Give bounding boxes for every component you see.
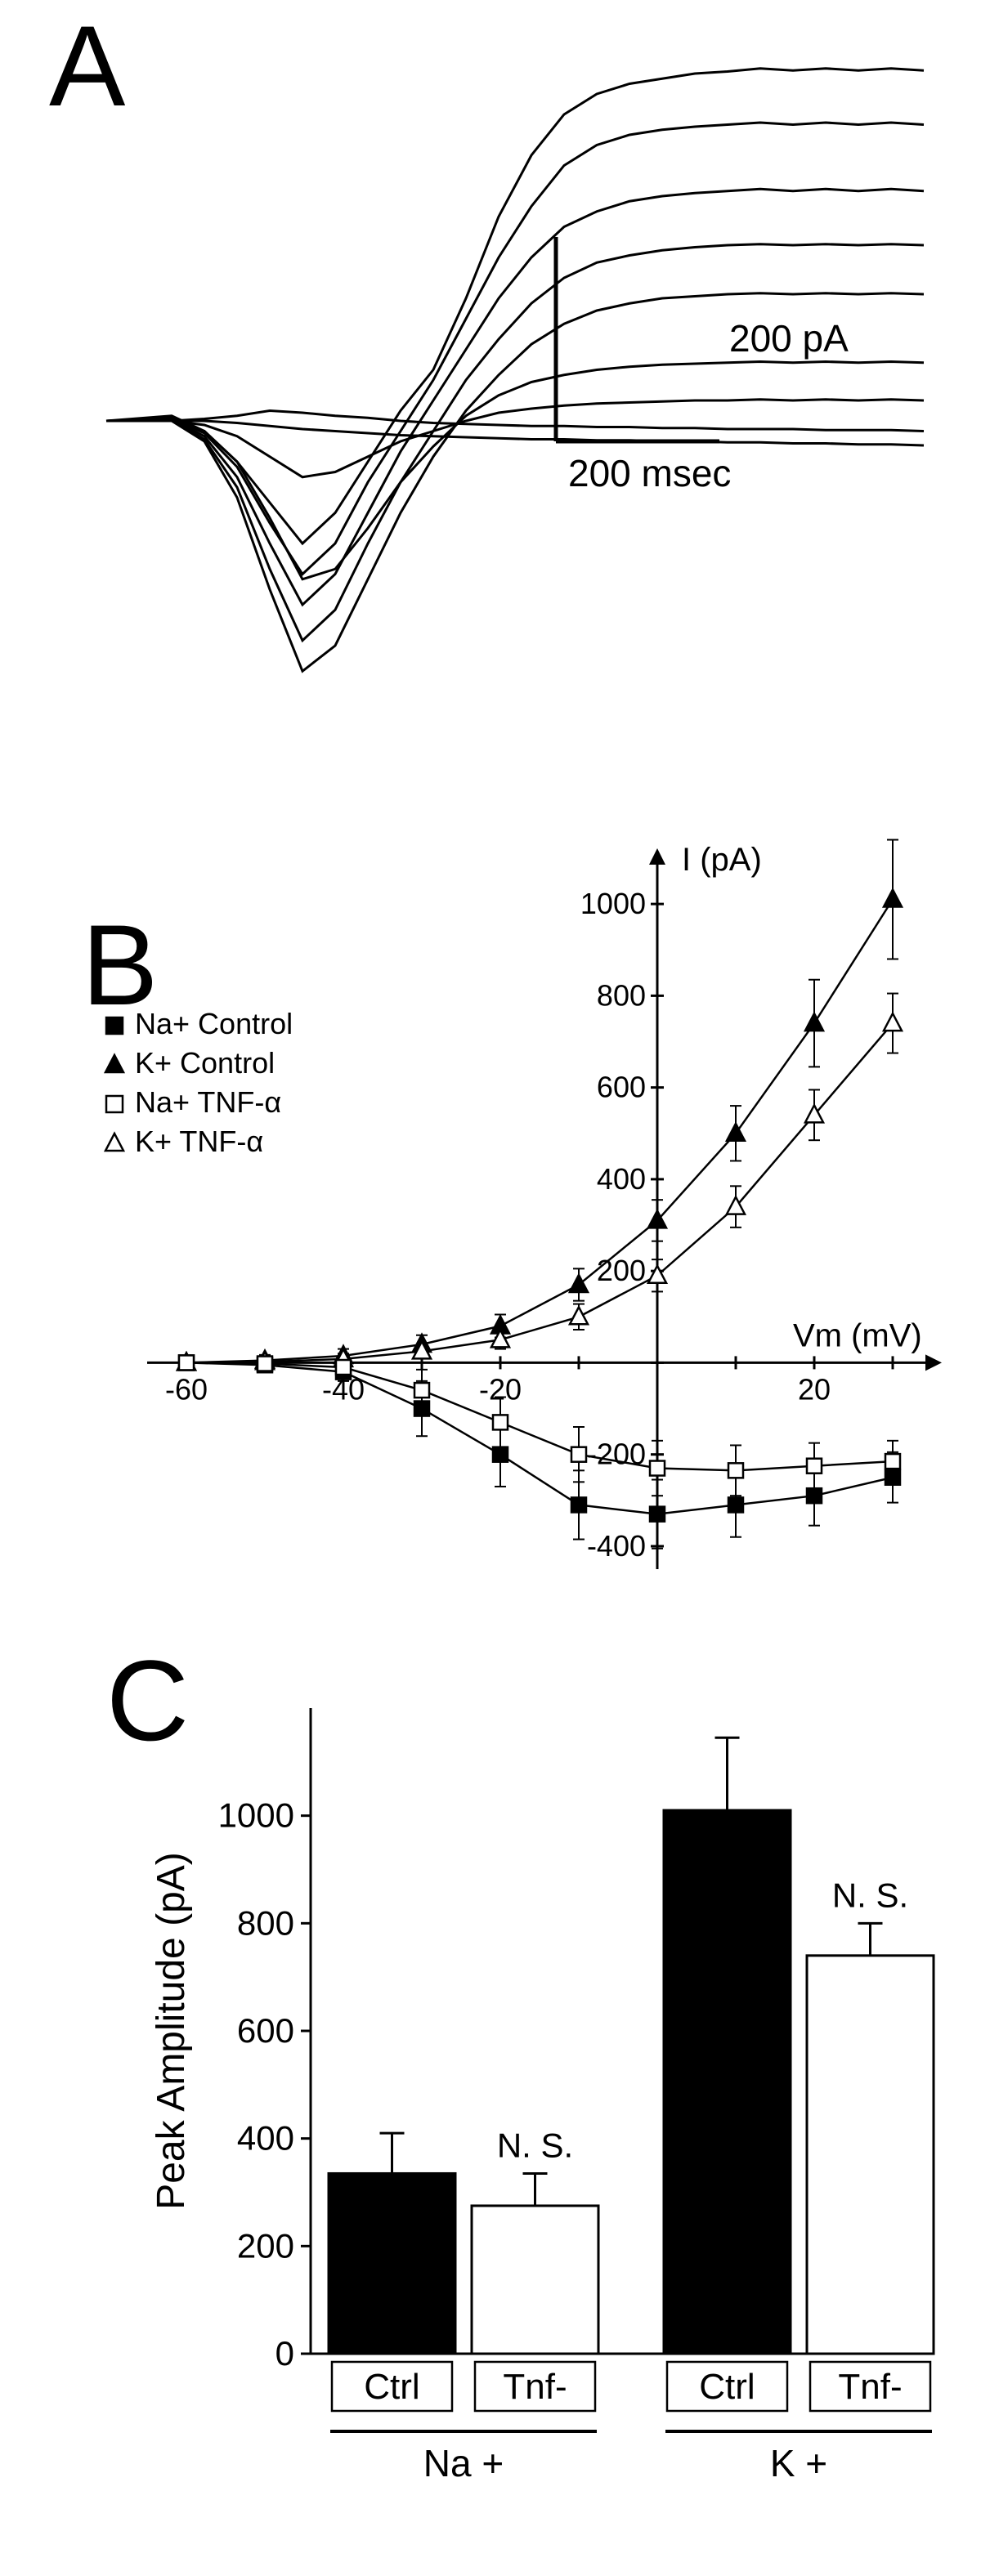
svg-text:Na+ TNF-α: Na+ TNF-α: [135, 1085, 281, 1119]
svg-text:1000: 1000: [218, 1796, 294, 1835]
panel-a: 200 pA 200 msec: [106, 33, 924, 768]
svg-text:800: 800: [237, 1903, 294, 1942]
svg-text:400: 400: [597, 1162, 646, 1196]
svg-text:-60: -60: [165, 1372, 208, 1406]
svg-text:I (pA): I (pA): [682, 842, 762, 878]
svg-text:N. S.: N. S.: [832, 1876, 908, 1914]
panel-c: 0 200 400 600 800 1000 Peak Amplitude (pA) Ctrl…: [106, 1675, 924, 2534]
svg-text:K+ TNF-α: K+ TNF-α: [135, 1125, 263, 1158]
svg-text:20: 20: [798, 1372, 831, 1406]
svg-text:600: 600: [237, 2011, 294, 2050]
svg-text:400: 400: [237, 2119, 294, 2158]
panel-b: -60-40-2020-400-2002004006008001000I (pA…: [106, 834, 924, 1610]
svg-text:800: 800: [597, 978, 646, 1012]
svg-text:Na+ Control: Na+ Control: [135, 1007, 293, 1040]
panel-b-chart: -60-40-2020-400-2002004006008001000I (pA…: [106, 834, 956, 1610]
svg-text:1000: 1000: [580, 887, 646, 920]
svg-text:0: 0: [275, 2334, 294, 2373]
svg-text:600: 600: [597, 1071, 646, 1104]
svg-text:-400: -400: [587, 1529, 646, 1563]
svg-text:Ctrl: Ctrl: [699, 2367, 755, 2407]
svg-text:K +: K +: [770, 2442, 827, 2484]
panel-c-chart: 0 200 400 600 800 1000 Peak Amplitude (pA) Ctrl…: [106, 1675, 924, 2534]
svg-text:-200: -200: [587, 1438, 646, 1471]
panel-a-traces: 200 pA 200 msec: [106, 33, 924, 727]
svg-text:Tnf-: Tnf-: [838, 2367, 902, 2407]
svg-text:Tnf-: Tnf-: [503, 2367, 567, 2407]
svg-text:200: 200: [597, 1254, 646, 1287]
svg-text:200 pA: 200 pA: [729, 317, 849, 360]
svg-text:Peak Amplitude (pA): Peak Amplitude (pA): [150, 1852, 193, 2210]
svg-text:Na +: Na +: [423, 2442, 504, 2484]
svg-text:Ctrl: Ctrl: [364, 2367, 419, 2407]
svg-text:N. S.: N. S.: [497, 2126, 573, 2164]
svg-text:200: 200: [237, 2226, 294, 2265]
svg-text:200 msec: 200 msec: [568, 452, 731, 494]
svg-text:K+ Control: K+ Control: [135, 1046, 275, 1080]
svg-text:Vm (mV): Vm (mV): [793, 1317, 922, 1353]
